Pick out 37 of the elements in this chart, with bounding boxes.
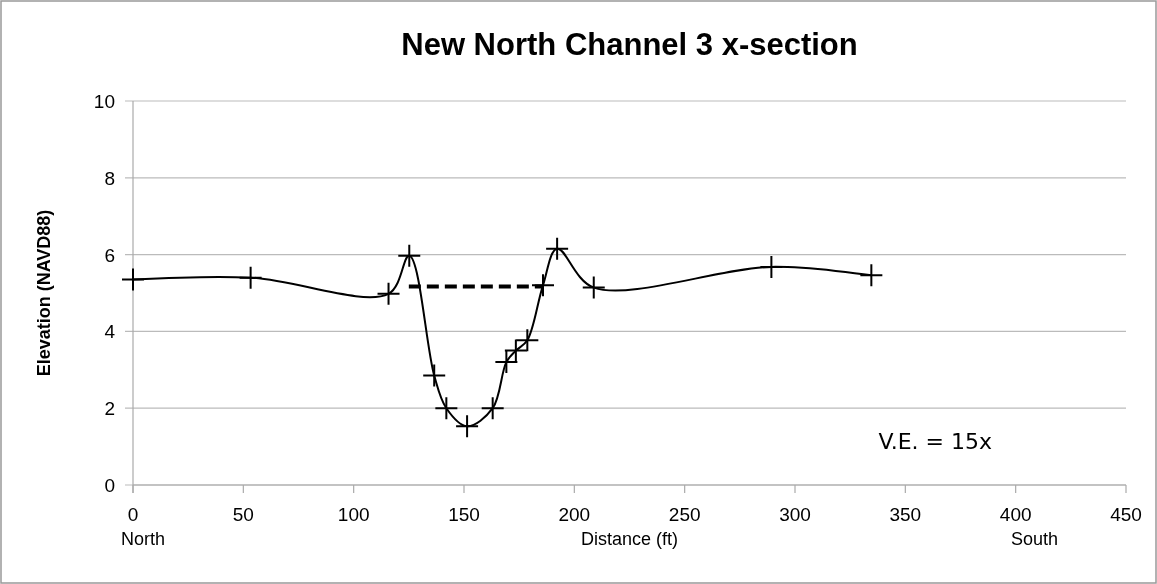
- x-tick-label: 150: [448, 504, 480, 525]
- annotation: V.E. = 15x: [878, 429, 992, 454]
- y-tick-label: 4: [104, 321, 116, 343]
- point: [435, 397, 458, 420]
- point: [423, 364, 446, 387]
- point: [398, 244, 421, 267]
- x-tick-label: 450: [1110, 504, 1142, 525]
- point: [546, 237, 569, 260]
- text: South: [1011, 529, 1059, 549]
- y-tick-label: 2: [104, 398, 115, 420]
- chart-title: New North Channel 3 x-section: [401, 27, 858, 62]
- point: [122, 268, 144, 291]
- x-tick-label: 300: [779, 504, 811, 525]
- point: [582, 276, 605, 299]
- x-tick-label: 100: [337, 504, 370, 525]
- x-tick-label: 400: [999, 504, 1032, 525]
- y-tick-label: 8: [104, 167, 115, 189]
- point: [495, 351, 518, 374]
- point: [481, 397, 504, 420]
- x-tick-label: 50: [232, 504, 254, 525]
- point: [760, 255, 783, 278]
- y-axis-title: Elevation (NAVD88): [34, 209, 54, 377]
- point: [239, 266, 262, 289]
- y-tick-label: 10: [93, 91, 115, 112]
- point: [516, 329, 539, 352]
- y-tick-label: 6: [104, 244, 115, 266]
- x-axis-title: Distance (ft): [580, 529, 679, 549]
- x-tick-label: 250: [668, 504, 701, 525]
- x-tick-label: 0: [127, 504, 139, 525]
- point: [504, 339, 527, 362]
- point: [377, 282, 400, 305]
- text: North: [121, 529, 166, 549]
- point: [456, 415, 479, 438]
- x-tick-label: 200: [558, 504, 591, 525]
- x-tick-label: 350: [889, 504, 922, 525]
- y-tick-label: 0: [104, 475, 115, 496]
- point: [860, 264, 883, 287]
